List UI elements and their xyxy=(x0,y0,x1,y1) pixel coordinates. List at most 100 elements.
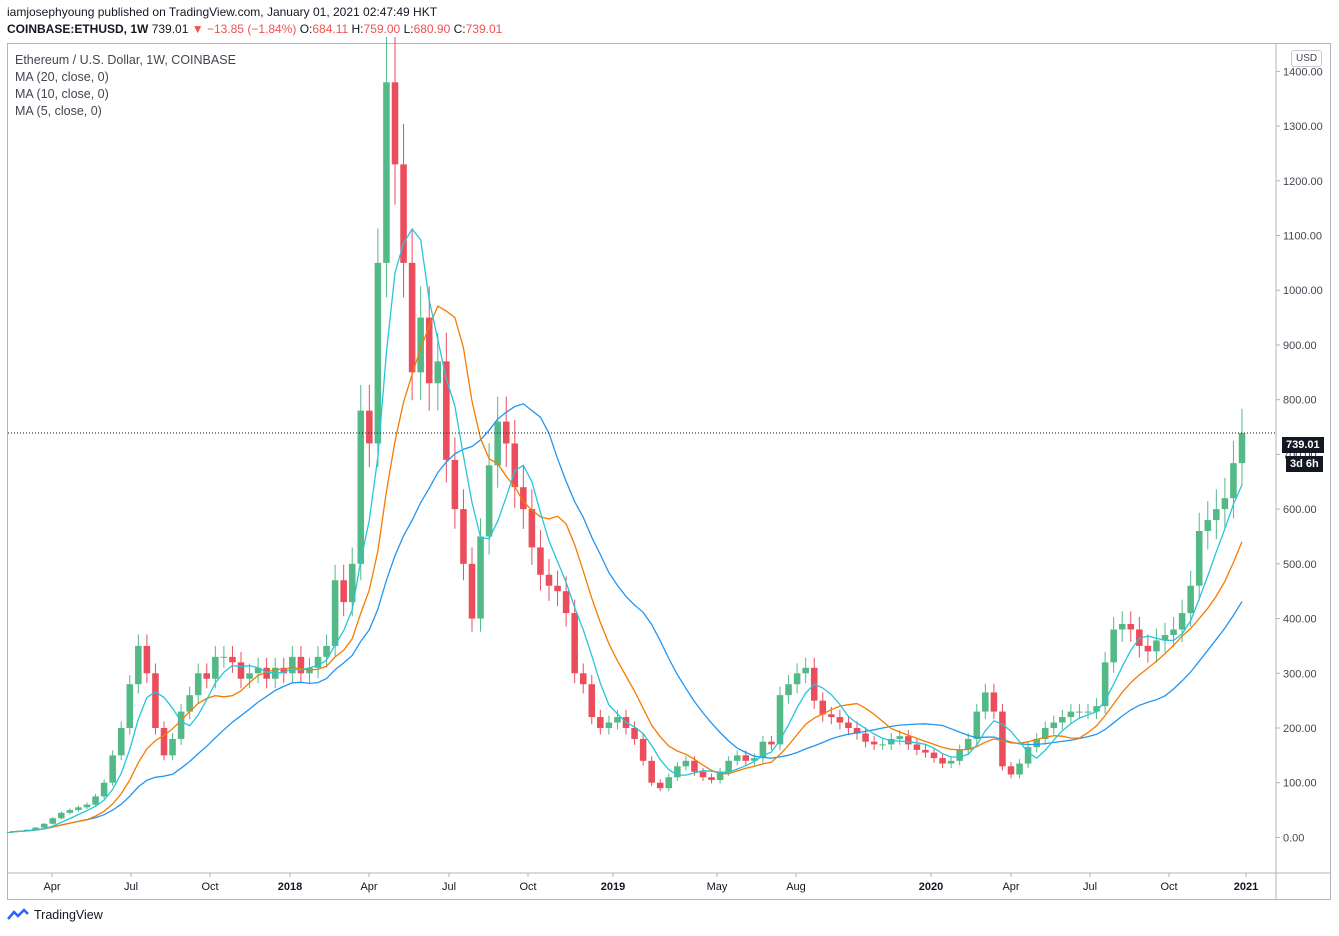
candle-body xyxy=(511,443,519,488)
candle-body xyxy=(177,711,185,739)
candle-body xyxy=(348,563,356,603)
candle-body xyxy=(1127,624,1135,630)
legend-ma20: MA (20, close, 0) xyxy=(15,70,109,84)
currency-button[interactable]: USD xyxy=(1291,50,1323,67)
candle-body xyxy=(1213,509,1220,521)
bar-countdown-tag: 3d 6h xyxy=(1286,456,1323,472)
candle-body xyxy=(220,656,228,658)
last-price: 739.01 xyxy=(151,22,189,36)
y-tick-label: 600.00 xyxy=(1283,504,1317,516)
candle-body xyxy=(1118,624,1126,630)
low-label: L: xyxy=(403,22,414,36)
candle-body xyxy=(1101,662,1109,707)
close-value: 739.01 xyxy=(465,22,503,36)
candle-body xyxy=(674,766,681,778)
candle-body xyxy=(357,410,365,564)
publisher-line: iamjosephyoung published on TradingView.… xyxy=(7,5,438,19)
y-tick-label: 1200.00 xyxy=(1283,176,1323,188)
x-tick-label: 2018 xyxy=(278,881,302,893)
candle-body xyxy=(1041,727,1049,739)
candle-body xyxy=(1007,766,1015,775)
tradingview-logo-icon xyxy=(7,908,29,920)
candle-body xyxy=(229,656,236,663)
candle-body xyxy=(1059,717,1066,723)
candle-body xyxy=(571,613,578,674)
y-tick-label: 900.00 xyxy=(1283,340,1317,352)
candle-body xyxy=(1016,763,1023,775)
x-tick-label: 2020 xyxy=(919,881,943,893)
candle-body xyxy=(143,645,151,674)
candle-body xyxy=(528,509,536,548)
candle-body xyxy=(682,760,690,767)
candle-body xyxy=(400,164,407,263)
candle-body xyxy=(1178,613,1186,630)
candle-body xyxy=(135,645,142,685)
candle-body xyxy=(639,738,647,761)
candle-body xyxy=(237,662,245,679)
candle-body xyxy=(1076,711,1083,713)
candle-body xyxy=(32,827,39,830)
candle-body xyxy=(1144,645,1152,652)
candle-body xyxy=(263,667,270,679)
candle-body xyxy=(699,771,707,778)
candle-body xyxy=(1024,747,1032,764)
y-tick-label: 800.00 xyxy=(1283,395,1317,407)
symbol-ohlc-line: COINBASE:ETHUSD, 1W 739.01 ▼ −13.85 (−1.… xyxy=(7,22,502,36)
candle-body xyxy=(92,796,99,805)
candle-body xyxy=(922,749,929,753)
close-label: C: xyxy=(453,22,466,36)
x-tick-label: Jul xyxy=(1083,881,1097,893)
candle-body xyxy=(460,509,467,564)
candle-body xyxy=(845,722,852,728)
candle-body xyxy=(49,818,57,824)
candle-body xyxy=(605,722,613,728)
candle-body xyxy=(443,361,450,460)
candle-body xyxy=(425,317,433,384)
candle-body xyxy=(742,755,750,761)
candle-body xyxy=(383,82,390,263)
candle-body xyxy=(708,777,715,780)
candle-body xyxy=(828,714,835,718)
y-tick-label: 200.00 xyxy=(1283,723,1317,735)
candle-body xyxy=(1110,629,1117,663)
candle-body xyxy=(862,733,869,742)
x-tick-label: 2019 xyxy=(601,881,625,893)
candle-body xyxy=(793,673,801,685)
candle-body xyxy=(485,465,493,537)
candle-body xyxy=(160,727,168,756)
candle-body xyxy=(58,812,65,819)
candle-body xyxy=(1033,738,1040,748)
candle-body xyxy=(554,585,561,592)
chart-legend: Ethereum / U.S. Dollar, 1W, COINBASE MA … xyxy=(15,52,236,120)
candle-body xyxy=(331,580,339,646)
candle-body xyxy=(579,673,587,685)
candle-body xyxy=(939,758,946,764)
x-tick-label: Oct xyxy=(201,881,218,893)
candle-body xyxy=(1084,711,1092,713)
candle-body xyxy=(631,727,638,739)
y-tick-label: 300.00 xyxy=(1283,668,1317,680)
x-tick-label: Jul xyxy=(124,881,138,893)
candle-body xyxy=(648,760,655,783)
candle-body xyxy=(691,760,698,772)
candle-body xyxy=(1187,585,1194,614)
candle-body xyxy=(614,717,621,723)
candle-body xyxy=(194,673,202,696)
candle-body xyxy=(280,667,288,674)
candle-body xyxy=(759,741,767,759)
footer-brand[interactable]: TradingView xyxy=(7,908,103,922)
candle-body xyxy=(152,673,159,728)
candle-body xyxy=(1238,433,1246,464)
candle-body xyxy=(802,667,809,674)
candle-body xyxy=(656,782,664,789)
candle-body xyxy=(836,717,844,723)
candle-body xyxy=(126,684,134,728)
x-tick-label: Jul xyxy=(442,881,456,893)
candle-body xyxy=(956,749,963,761)
y-tick-label: 1000.00 xyxy=(1283,285,1323,297)
candle-body xyxy=(203,673,211,679)
price-change: ▼ −13.85 (−1.84%) xyxy=(191,22,297,36)
candle-body xyxy=(733,755,741,761)
candle-body xyxy=(100,782,108,797)
